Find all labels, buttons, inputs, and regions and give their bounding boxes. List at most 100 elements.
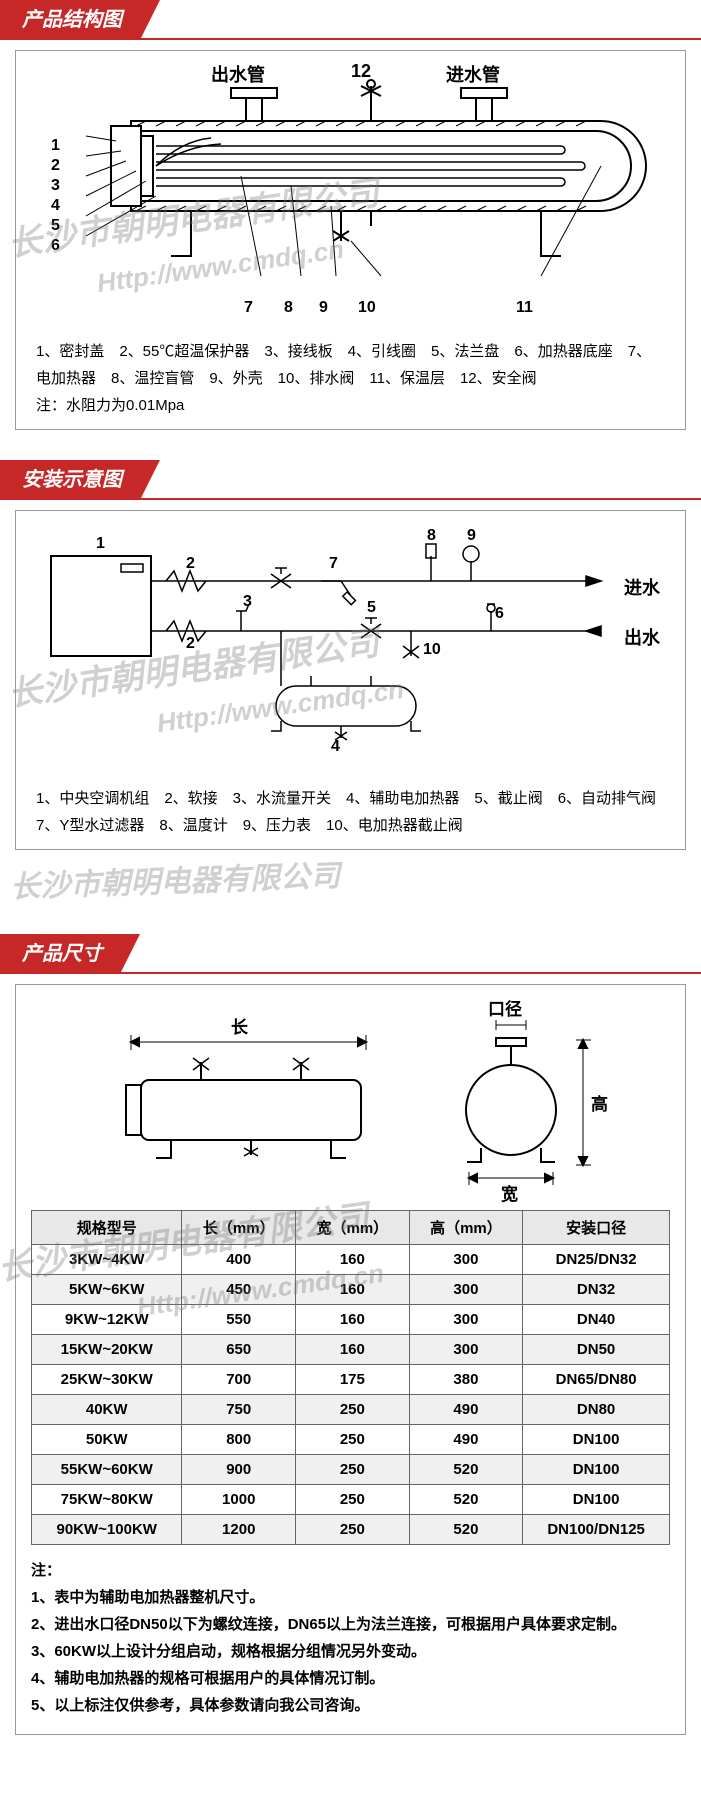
table-row: 90KW~100KW1200250520DN100/DN125 [32,1515,670,1545]
install-legend: 1、中央空调机组 2、软接 3、水流量开关 4、辅助电加热器 5、截止阀 6、自… [26,785,675,839]
table-cell: 9KW~12KW [32,1305,182,1335]
table-cell: 15KW~20KW [32,1335,182,1365]
table-cell: 450 [182,1275,296,1305]
table-cell: 300 [409,1305,523,1335]
note-line: 3、60KW以上设计分组启动，规格根据分组情况另外变动。 [31,1638,670,1665]
c8: 8 [284,299,293,317]
table-cell: 490 [409,1425,523,1455]
table-cell: 50KW [32,1425,182,1455]
th: 安装口径 [523,1211,670,1245]
section-header: 产品结构图 [0,0,701,40]
callouts-left: 1 2 3 4 5 6 [51,136,60,256]
dim-svg [31,1000,671,1190]
section-title: 产品尺寸 [0,934,120,974]
c2: 2 [51,156,60,176]
table-cell: 750 [182,1395,296,1425]
table-cell: 300 [409,1245,523,1275]
table-cell: 75KW~80KW [32,1485,182,1515]
legend-line: 1、密封盖 2、55℃超温保护器 3、接线板 4、引线圈 5、法兰盘 6、加热器… [36,338,665,392]
table-cell: 250 [296,1485,410,1515]
c9: 9 [319,299,328,317]
table-cell: DN100/DN125 [523,1515,670,1545]
svg-text:5: 5 [367,599,376,616]
table-cell: 1000 [182,1485,296,1515]
table-cell: 520 [409,1515,523,1545]
structure-section: 产品结构图 长沙市朝明电器有限公司 Http://www.cmdq.cn 出水管… [0,0,701,430]
table-cell: 300 [409,1335,523,1365]
table-header-row: 规格型号 长（mm） 宽（mm） 高（mm） 安装口径 [32,1211,670,1245]
c7: 7 [244,299,253,317]
table-cell: 3KW~4KW [32,1245,182,1275]
table-cell: DN100 [523,1455,670,1485]
table-cell: 250 [296,1455,410,1485]
table-cell: 700 [182,1365,296,1395]
install-diagram-box: 长沙市朝明电器有限公司 Http://www.cmdq.cn [15,510,686,850]
table-cell: 1200 [182,1515,296,1545]
table-cell: 650 [182,1335,296,1365]
table-cell: 250 [296,1515,410,1545]
c4: 4 [51,196,60,216]
legend-note: 注：水阻力为0.01Mpa [36,392,665,419]
c11: 11 [516,299,533,317]
note-line: 5、以上标注仅供参考，具体参数请向我公司咨询。 [31,1692,670,1719]
dimension-box: 长沙市朝明电器有限公司 Http://www.cmdq.cn [15,984,686,1735]
note-line: 1、表中为辅助电加热器整机尺寸。 [31,1584,670,1611]
table-cell: DN100 [523,1425,670,1455]
callout-12: 12 [351,61,371,82]
svg-text:2: 2 [186,555,195,572]
dimension-section: 产品尺寸 长沙市朝明电器有限公司 Http://www.cmdq.cn [0,934,701,1735]
table-cell: 380 [409,1365,523,1395]
table-cell: 400 [182,1245,296,1275]
svg-text:4: 4 [331,738,340,755]
table-cell: DN50 [523,1335,670,1365]
table-row: 40KW750250490DN80 [32,1395,670,1425]
table-cell: 90KW~100KW [32,1515,182,1545]
table-row: 55KW~60KW900250520DN100 [32,1455,670,1485]
table-cell: 900 [182,1455,296,1485]
table-cell: 250 [296,1425,410,1455]
table-cell: 800 [182,1425,296,1455]
dim-width: 宽 [501,1180,518,1205]
table-cell: 175 [296,1365,410,1395]
c6: 6 [51,236,60,256]
th: 宽（mm） [296,1211,410,1245]
svg-text:8: 8 [427,527,436,544]
c1: 1 [51,136,60,156]
structure-diagram-box: 长沙市朝明电器有限公司 Http://www.cmdq.cn 出水管 12 进水… [15,50,686,430]
table-cell: DN80 [523,1395,670,1425]
table-cell: 490 [409,1395,523,1425]
table-row: 75KW~80KW1000250520DN100 [32,1485,670,1515]
table-cell: 300 [409,1275,523,1305]
th: 规格型号 [32,1211,182,1245]
install-svg: 1 2 2 3 4 5 6 7 8 9 10 [31,526,671,766]
structure-svg [41,66,661,336]
svg-text:3: 3 [243,593,252,610]
dim-length: 长 [231,1013,248,1038]
out-label: 出水 [624,624,660,650]
c3: 3 [51,176,60,196]
svg-text:10: 10 [423,641,441,658]
table-cell: DN25/DN32 [523,1245,670,1275]
section-header: 产品尺寸 [0,934,701,974]
table-cell: DN32 [523,1275,670,1305]
table-cell: 160 [296,1245,410,1275]
dim-height: 高 [591,1090,608,1115]
svg-text:1: 1 [96,535,105,552]
table-cell: 520 [409,1455,523,1485]
table-cell: 160 [296,1275,410,1305]
th: 高（mm） [409,1211,523,1245]
svg-text:2: 2 [186,635,195,652]
table-row: 9KW~12KW550160300DN40 [32,1305,670,1335]
dim-caliber: 口径 [488,995,522,1020]
section-title: 产品结构图 [0,0,140,40]
table-cell: 160 [296,1335,410,1365]
table-cell: DN40 [523,1305,670,1335]
table-row: 50KW800250490DN100 [32,1425,670,1455]
table-row: 15KW~20KW650160300DN50 [32,1335,670,1365]
table-cell: 250 [296,1395,410,1425]
notes-block: 注： 1、表中为辅助电加热器整机尺寸。 2、进出水口径DN50以下为螺纹连接，D… [31,1557,670,1719]
table-cell: 25KW~30KW [32,1365,182,1395]
dimension-table: 规格型号 长（mm） 宽（mm） 高（mm） 安装口径 3KW~4KW40016… [31,1210,670,1545]
table-cell: 550 [182,1305,296,1335]
note-line: 4、辅助电加热器的规格可根据用户的具体情况订制。 [31,1665,670,1692]
